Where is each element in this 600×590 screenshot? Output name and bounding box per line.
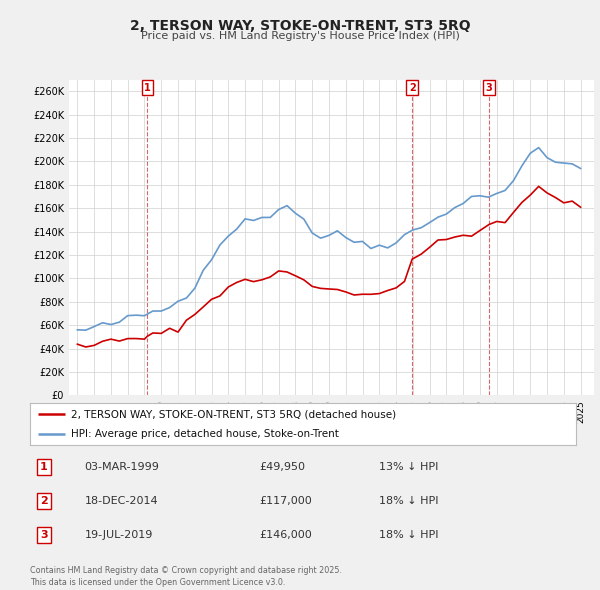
Text: 18% ↓ HPI: 18% ↓ HPI (379, 530, 439, 540)
Text: Contains HM Land Registry data © Crown copyright and database right 2025.
This d: Contains HM Land Registry data © Crown c… (30, 566, 342, 587)
Text: 03-MAR-1999: 03-MAR-1999 (85, 462, 160, 472)
Text: 2, TERSON WAY, STOKE-ON-TRENT, ST3 5RQ (detached house): 2, TERSON WAY, STOKE-ON-TRENT, ST3 5RQ (… (71, 409, 396, 419)
Text: 18-DEC-2014: 18-DEC-2014 (85, 496, 158, 506)
Text: 1: 1 (144, 83, 151, 93)
Text: 1: 1 (40, 462, 47, 472)
Text: 19-JUL-2019: 19-JUL-2019 (85, 530, 153, 540)
Text: HPI: Average price, detached house, Stoke-on-Trent: HPI: Average price, detached house, Stok… (71, 429, 339, 439)
Text: 2: 2 (409, 83, 416, 93)
Text: 13% ↓ HPI: 13% ↓ HPI (379, 462, 439, 472)
Text: 18% ↓ HPI: 18% ↓ HPI (379, 496, 439, 506)
Text: Price paid vs. HM Land Registry's House Price Index (HPI): Price paid vs. HM Land Registry's House … (140, 31, 460, 41)
Text: 3: 3 (40, 530, 47, 540)
Text: 2, TERSON WAY, STOKE-ON-TRENT, ST3 5RQ: 2, TERSON WAY, STOKE-ON-TRENT, ST3 5RQ (130, 19, 470, 33)
Text: 3: 3 (485, 83, 493, 93)
Text: £117,000: £117,000 (259, 496, 312, 506)
Text: 2: 2 (40, 496, 47, 506)
Text: £49,950: £49,950 (259, 462, 305, 472)
Text: £146,000: £146,000 (259, 530, 312, 540)
